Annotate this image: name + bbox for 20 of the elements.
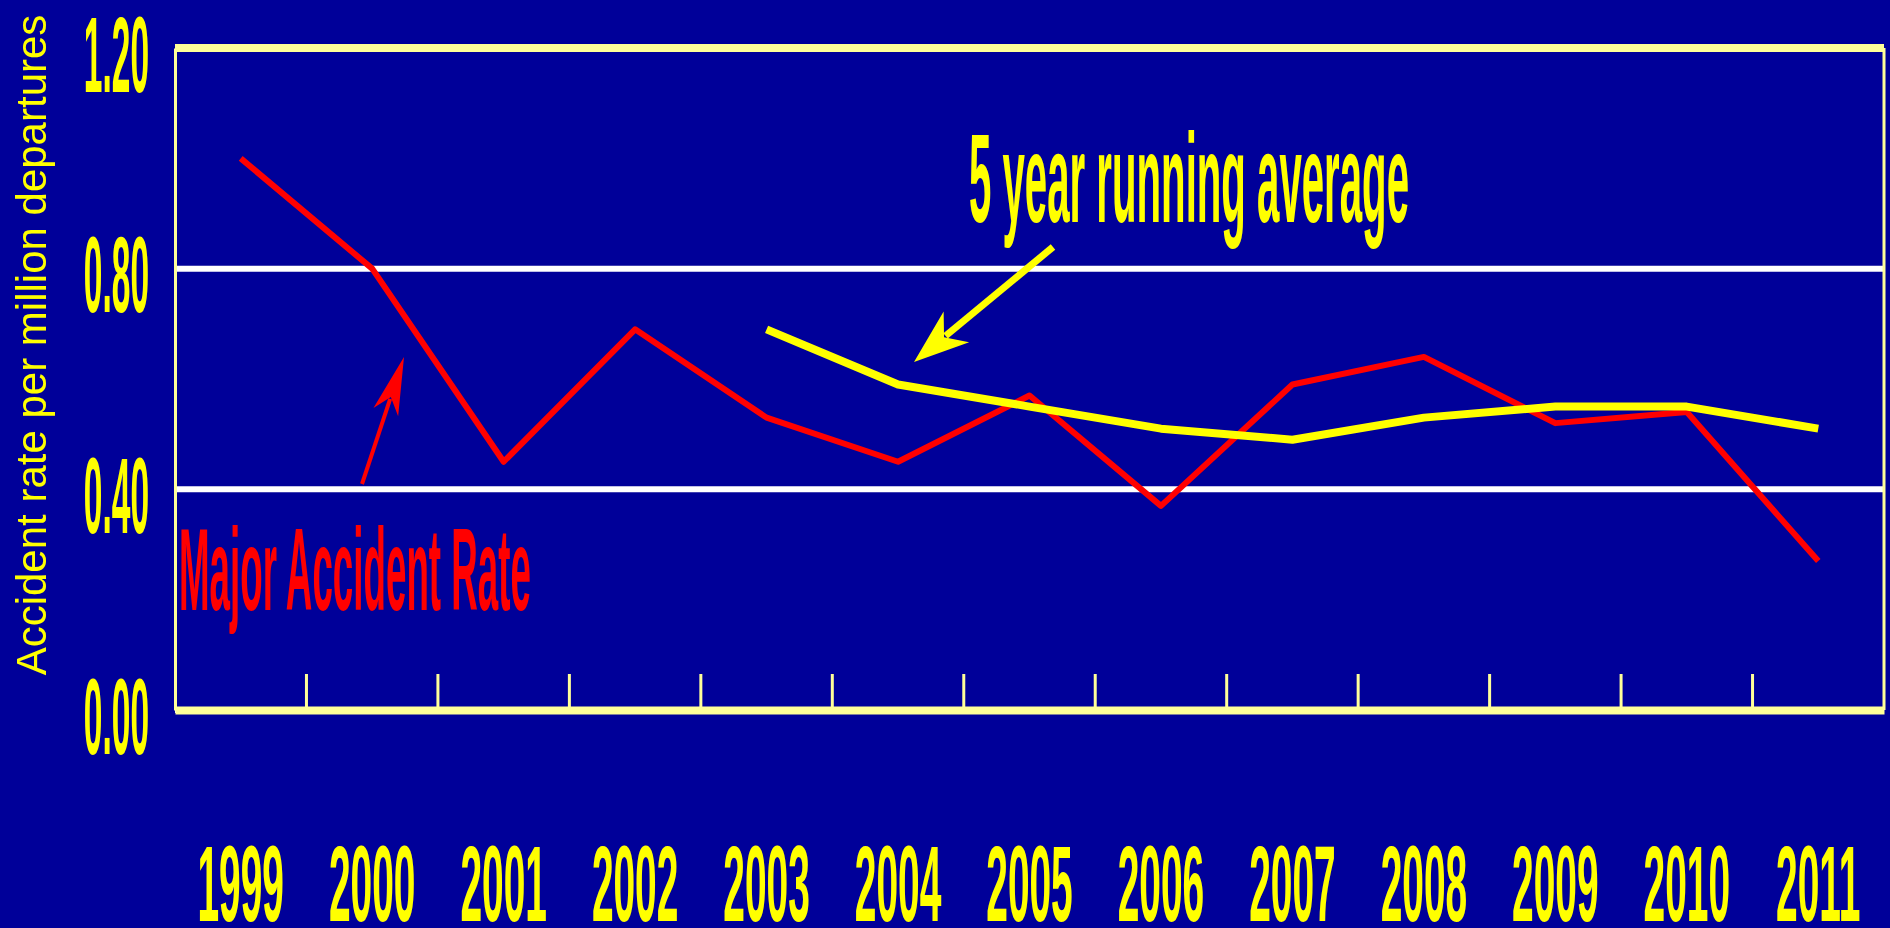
x-tick-label: 2011 xyxy=(1776,823,1861,928)
x-tick-label: 2003 xyxy=(723,823,810,928)
x-tick-label: 2010 xyxy=(1643,823,1731,928)
x-tick-label: 2002 xyxy=(591,823,679,928)
x-tick-label: 2007 xyxy=(1249,823,1336,928)
x-tick-label: 2009 xyxy=(1512,823,1599,928)
x-tick-label: 2006 xyxy=(1117,823,1205,928)
x-tick-label: 2004 xyxy=(854,823,942,928)
y-tick-label: 1.20 xyxy=(83,0,149,115)
y-axis-title: Accident rate per million departures xyxy=(7,14,55,676)
x-tick-label: 2008 xyxy=(1380,823,1468,928)
y-tick-label: 0.80 xyxy=(83,215,149,336)
y-tick-label: 0.40 xyxy=(83,435,149,556)
y-tick-label: 0.00 xyxy=(83,656,149,777)
x-tick-label: 2000 xyxy=(328,823,416,928)
x-tick-label: 2001 xyxy=(460,823,547,928)
x-tick-label: 2005 xyxy=(986,823,1073,928)
legend-label: Major Accident Rate xyxy=(179,504,531,635)
series-label: 5 year running average xyxy=(969,107,1409,249)
x-tick-label: 1999 xyxy=(197,823,284,928)
